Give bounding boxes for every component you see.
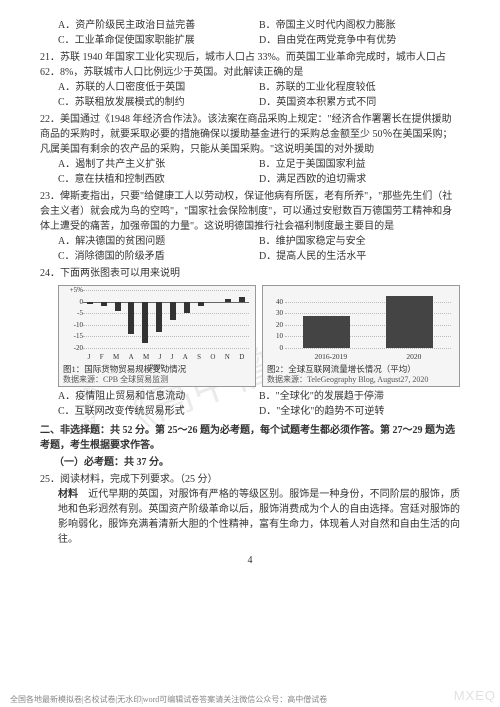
chart2-plot: 2016-20192020 403020100 <box>267 290 455 362</box>
q21-options-cd: C．苏联租放发展模式的制约 D．英国资本积累方式不同 <box>58 95 460 110</box>
q22-opt-d: D．满足西欧的迫切需求 <box>259 172 460 187</box>
q21-opt-a: A．苏联的人口密度低于英国 <box>58 80 259 95</box>
charts-row: JFMAMJJASOND +5%0-5-10-15-202020 图1：国际货物… <box>58 285 460 387</box>
q23-opt-b: B．维护国家稳定与安全 <box>259 234 460 249</box>
q20-opt-a: A．资产阶级民主政治日益完善 <box>58 18 259 33</box>
material-label: 材料 <box>58 489 78 500</box>
q24-opt-a: A．疫情阻止贸易和信息流动 <box>58 389 259 404</box>
watermark-corner: MXEQ <box>454 688 496 703</box>
q21-options-ab: A．苏联的人口密度低于英国 B．苏联的工业化程度较低 <box>58 80 460 95</box>
q21-text: 苏联 1940 年国家工业化实现后，城市人口占 33%。而英国工业革命完成时，城… <box>40 52 446 78</box>
chart2-source: 数据来源：TeleGeography Blog, August27, 2020 <box>267 375 455 385</box>
footer-note: 全国各地最新模拟卷|名校试卷|无水印|word可编辑试卷答案请关注微信公众号：高… <box>10 694 327 705</box>
chart1-source: 数据来源：CPB 全球贸易监测 <box>63 375 251 385</box>
q23-text: 俾斯麦指出，只要"给健康工人以劳动权，保证他病有所医，老有所养"，"那些先生们（… <box>40 191 452 232</box>
q23-options-cd: C．消除德国的阶级矛盾 D．提高人民的生活水平 <box>58 249 460 264</box>
chart-2: 2016-20192020 403020100 图2：全球互联网流量增长情况（平… <box>262 285 460 387</box>
question-21: 21．苏联 1940 年国家工业化实现后，城市人口占 33%。而英国工业革命完成… <box>40 50 460 80</box>
q25-num: 25． <box>40 474 60 485</box>
q22-options-cd: C．意在扶植和控制西欧 D．满足西欧的迫切需求 <box>58 172 460 187</box>
q20-opt-c: C．工业革命促使国家职能扩展 <box>58 33 259 48</box>
q24-text: 下面两张图表可以用来说明 <box>60 268 180 279</box>
q23-options-ab: A．解决德国的贫困问题 B．维护国家稳定与安全 <box>58 234 460 249</box>
q24-opt-d: D．"全球化"的趋势不可逆转 <box>259 404 460 419</box>
page-number: 4 <box>40 553 460 568</box>
q24-opt-c: C．互联网改变传统贸易形式 <box>58 404 259 419</box>
q23-num: 23． <box>40 191 60 202</box>
q22-opt-a: A．遏制了共产主义扩张 <box>58 157 259 172</box>
q21-opt-d: D．英国资本积累方式不同 <box>259 95 460 110</box>
question-23: 23．俾斯麦指出，只要"给健康工人以劳动权，保证他病有所医，老有所养"，"那些先… <box>40 189 460 234</box>
q20-options-ab: A．资产阶级民主政治日益完善 B．帝国主义时代内阁权力膨胀 <box>58 18 460 33</box>
q21-opt-b: B．苏联的工业化程度较低 <box>259 80 460 95</box>
q24-num: 24． <box>40 268 60 279</box>
q25-text: 阅读材料，完成下列要求。（25 分） <box>60 474 218 485</box>
q22-opt-c: C．意在扶植和控制西欧 <box>58 172 259 187</box>
q23-opt-c: C．消除德国的阶级矛盾 <box>58 249 259 264</box>
material-text: 近代早期的英国，对服饰有严格的等级区别。服饰是一种身份，不同阶层的服饰，质地和色… <box>58 489 460 545</box>
q24-options-ab: A．疫情阻止贸易和信息流动 B．"全球化"的发展趋于停滞 <box>58 389 460 404</box>
page-content: A．资产阶级民主政治日益完善 B．帝国主义时代内阁权力膨胀 C．工业革命促使国家… <box>0 0 500 578</box>
question-25: 25．阅读材料，完成下列要求。（25 分） <box>40 472 460 487</box>
q25-material: 材料 近代早期的英国，对服饰有严格的等级区别。服饰是一种身份，不同阶层的服饰，质… <box>58 487 460 547</box>
chart1-plot: JFMAMJJASOND +5%0-5-10-15-202020 <box>63 290 251 362</box>
q20-opt-b: B．帝国主义时代内阁权力膨胀 <box>259 18 460 33</box>
q22-options-ab: A．遏制了共产主义扩张 B．立足于美国国家利益 <box>58 157 460 172</box>
question-22: 22．美国通过《1948 年经济合作法》。该法案在商品采购上规定："经济合作署署… <box>40 112 460 157</box>
q22-num: 22． <box>40 114 60 125</box>
q22-opt-b: B．立足于美国国家利益 <box>259 157 460 172</box>
q21-num: 21． <box>40 52 60 63</box>
q22-text: 美国通过《1948 年经济合作法》。该法案在商品采购上规定："经济合作署署长在提… <box>40 114 453 155</box>
q24-options-cd: C．互联网改变传统贸易形式 D．"全球化"的趋势不可逆转 <box>58 404 460 419</box>
q20-options-cd: C．工业革命促使国家职能扩展 D．自由党在两党竞争中有优势 <box>58 33 460 48</box>
q20-opt-d: D．自由党在两党竞争中有优势 <box>259 33 460 48</box>
q23-opt-a: A．解决德国的贫困问题 <box>58 234 259 249</box>
question-24: 24．下面两张图表可以用来说明 <box>40 266 460 281</box>
q23-opt-d: D．提高人民的生活水平 <box>259 249 460 264</box>
chart-1: JFMAMJJASOND +5%0-5-10-15-202020 图1：国际货物… <box>58 285 256 387</box>
section-2-heading: 二、非选择题：共 52 分。第 25～26 题为必考题，每个试题考生都必须作答。… <box>40 423 460 453</box>
section-2-sub: （一）必考题：共 37 分。 <box>54 455 460 470</box>
chart2-caption: 图2：全球互联网流量增长情况（平均） <box>267 364 455 375</box>
q21-opt-c: C．苏联租放发展模式的制约 <box>58 95 259 110</box>
q24-opt-b: B．"全球化"的发展趋于停滞 <box>259 389 460 404</box>
